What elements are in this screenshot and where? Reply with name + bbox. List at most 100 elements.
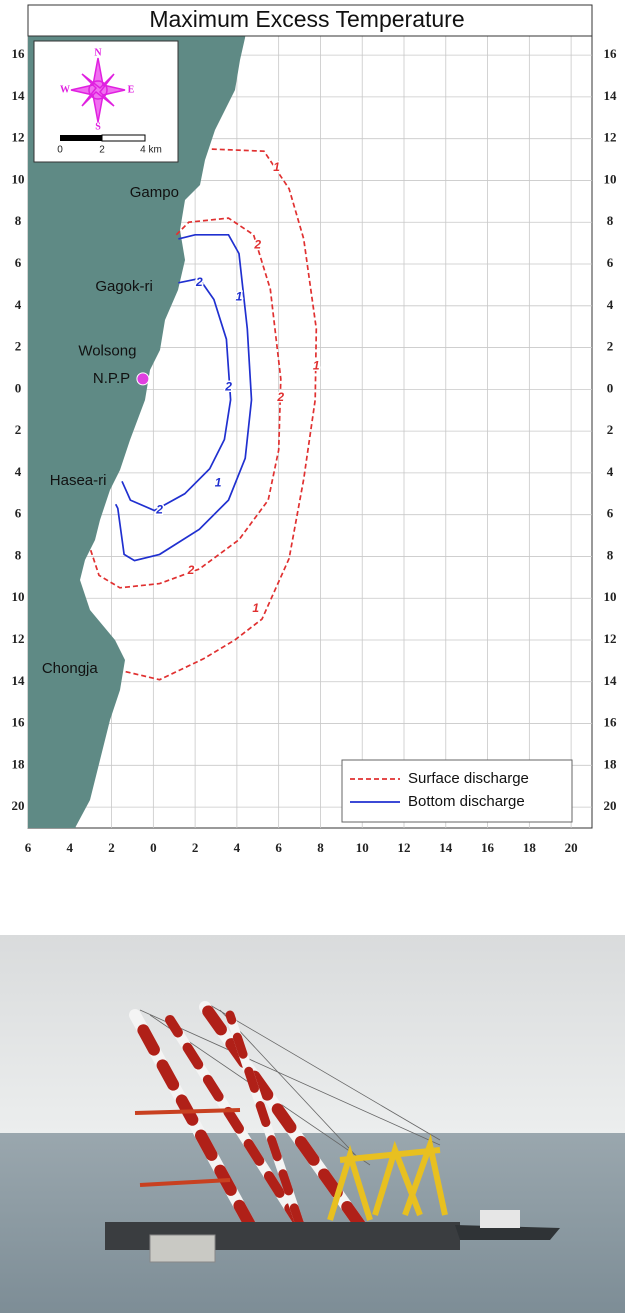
place-label: Gagok-ri [95,278,153,295]
contour-label: 2 [224,379,232,393]
contour-line [123,148,318,681]
y-tick-label: 4 [15,464,22,479]
y-tick-label: 14 [12,673,26,688]
legend-frame [341,759,573,823]
x-tick-label: 14 [439,840,453,855]
crane-booms [129,1001,366,1231]
compass-n: N [94,47,102,58]
y-tick-label: 14 [12,88,26,103]
land [28,5,250,828]
contour-label: 2 [253,237,261,251]
x-tick-label: 4 [67,840,74,855]
y-tick-label: 18 [12,756,26,771]
y-tick-label-right: 4 [607,464,614,479]
scale-bar [101,134,146,142]
y-tick-label: 10 [12,171,25,186]
y-tick-label-right: 4 [607,297,614,312]
y-tick-label-right: 10 [604,171,617,186]
y-tick-label-right: 2 [607,339,614,354]
compass [70,57,126,123]
tug [455,1225,560,1240]
compass-e: E [128,84,135,95]
x-tick-label: 20 [565,840,578,855]
y-tick-label-right: 0 [607,380,614,395]
x-tick-label: 2 [192,840,199,855]
y-tick-label-right: 14 [604,88,618,103]
place-label: N.P.P [93,370,130,387]
x-tick-label: 6 [275,840,282,855]
scale-label: 0 [57,145,63,156]
y-tick-label: 2 [15,339,22,354]
legend-label: Bottom discharge [408,793,525,810]
y-tick-label-right: 14 [604,673,618,688]
y-tick-label: 0 [15,380,22,395]
x-tick-label: 4 [234,840,241,855]
y-tick-label: 16 [12,715,26,730]
yellow-frames [327,1134,448,1221]
contour-line [89,217,282,589]
y-tick-label-right: 8 [607,547,614,562]
contour-label: 2 [155,503,163,517]
y-tick-label-right: 18 [604,756,618,771]
y-tick-label-right: 6 [607,506,614,521]
y-tick-label: 2 [15,422,22,437]
title-band [27,4,593,37]
inset-frame [33,40,179,163]
x-tick-label: 8 [317,840,324,855]
place-label: Chongja [42,660,99,677]
compass-s: S [95,121,101,132]
y-tick-label: 8 [15,547,22,562]
place-label: Hasea-ri [50,472,107,489]
hanging-rig [134,1108,241,1187]
sky [0,935,625,1135]
x-tick-label: 0 [150,840,157,855]
scale-bar [60,135,102,141]
place-label: Gampo [130,184,179,201]
y-tick-label: 6 [15,255,22,270]
y-tick-label: 12 [12,631,25,646]
place-label: Wolsong [78,343,136,360]
compass-w: W [60,84,70,95]
y-tick-label: 10 [12,589,25,604]
scale-label: 4 km [140,145,162,156]
contour-label: 2 [195,275,203,289]
y-tick-label-right: 12 [604,130,617,145]
x-tick-label: 12 [398,840,411,855]
contour-label: 1 [313,359,320,373]
y-tick-label-right: 20 [604,798,617,813]
legend-label: Surface discharge [408,770,529,787]
x-tick-label: 6 [25,840,32,855]
y-tick-label-right: 2 [607,422,614,437]
contour-label: 1 [252,601,259,615]
x-tick-label: 10 [356,840,369,855]
y-tick-label-right: 6 [607,255,614,270]
y-tick-label: 12 [12,130,25,145]
y-tick-label: 6 [15,506,22,521]
contour-line [121,277,232,512]
y-tick-label-right: 12 [604,631,617,646]
y-tick-label-right: 16 [604,46,618,61]
y-tick-label: 20 [12,798,25,813]
x-tick-label: 2 [108,840,115,855]
tug-cabin [480,1210,520,1228]
y-tick-label: 8 [15,213,22,228]
scale-label: 2 [99,145,105,156]
caisson [149,1234,216,1263]
y-tick-label-right: 8 [607,213,614,228]
contour-line [114,233,253,562]
contour-label: 1 [236,290,243,304]
photo [0,935,625,1313]
y-tick-label-right: 16 [604,715,618,730]
contour-label: 2 [276,390,284,404]
contour-label: 2 [187,563,195,577]
chart-title: Maximum Excess Temperature [149,6,464,32]
y-tick-label: 4 [15,297,22,312]
plant-marker [136,372,150,386]
contour-label: 1 [273,160,280,174]
x-tick-label: 18 [523,840,537,855]
y-tick-label: 16 [12,46,26,61]
x-tick-label: 16 [481,840,495,855]
contour-label: 1 [215,476,222,490]
